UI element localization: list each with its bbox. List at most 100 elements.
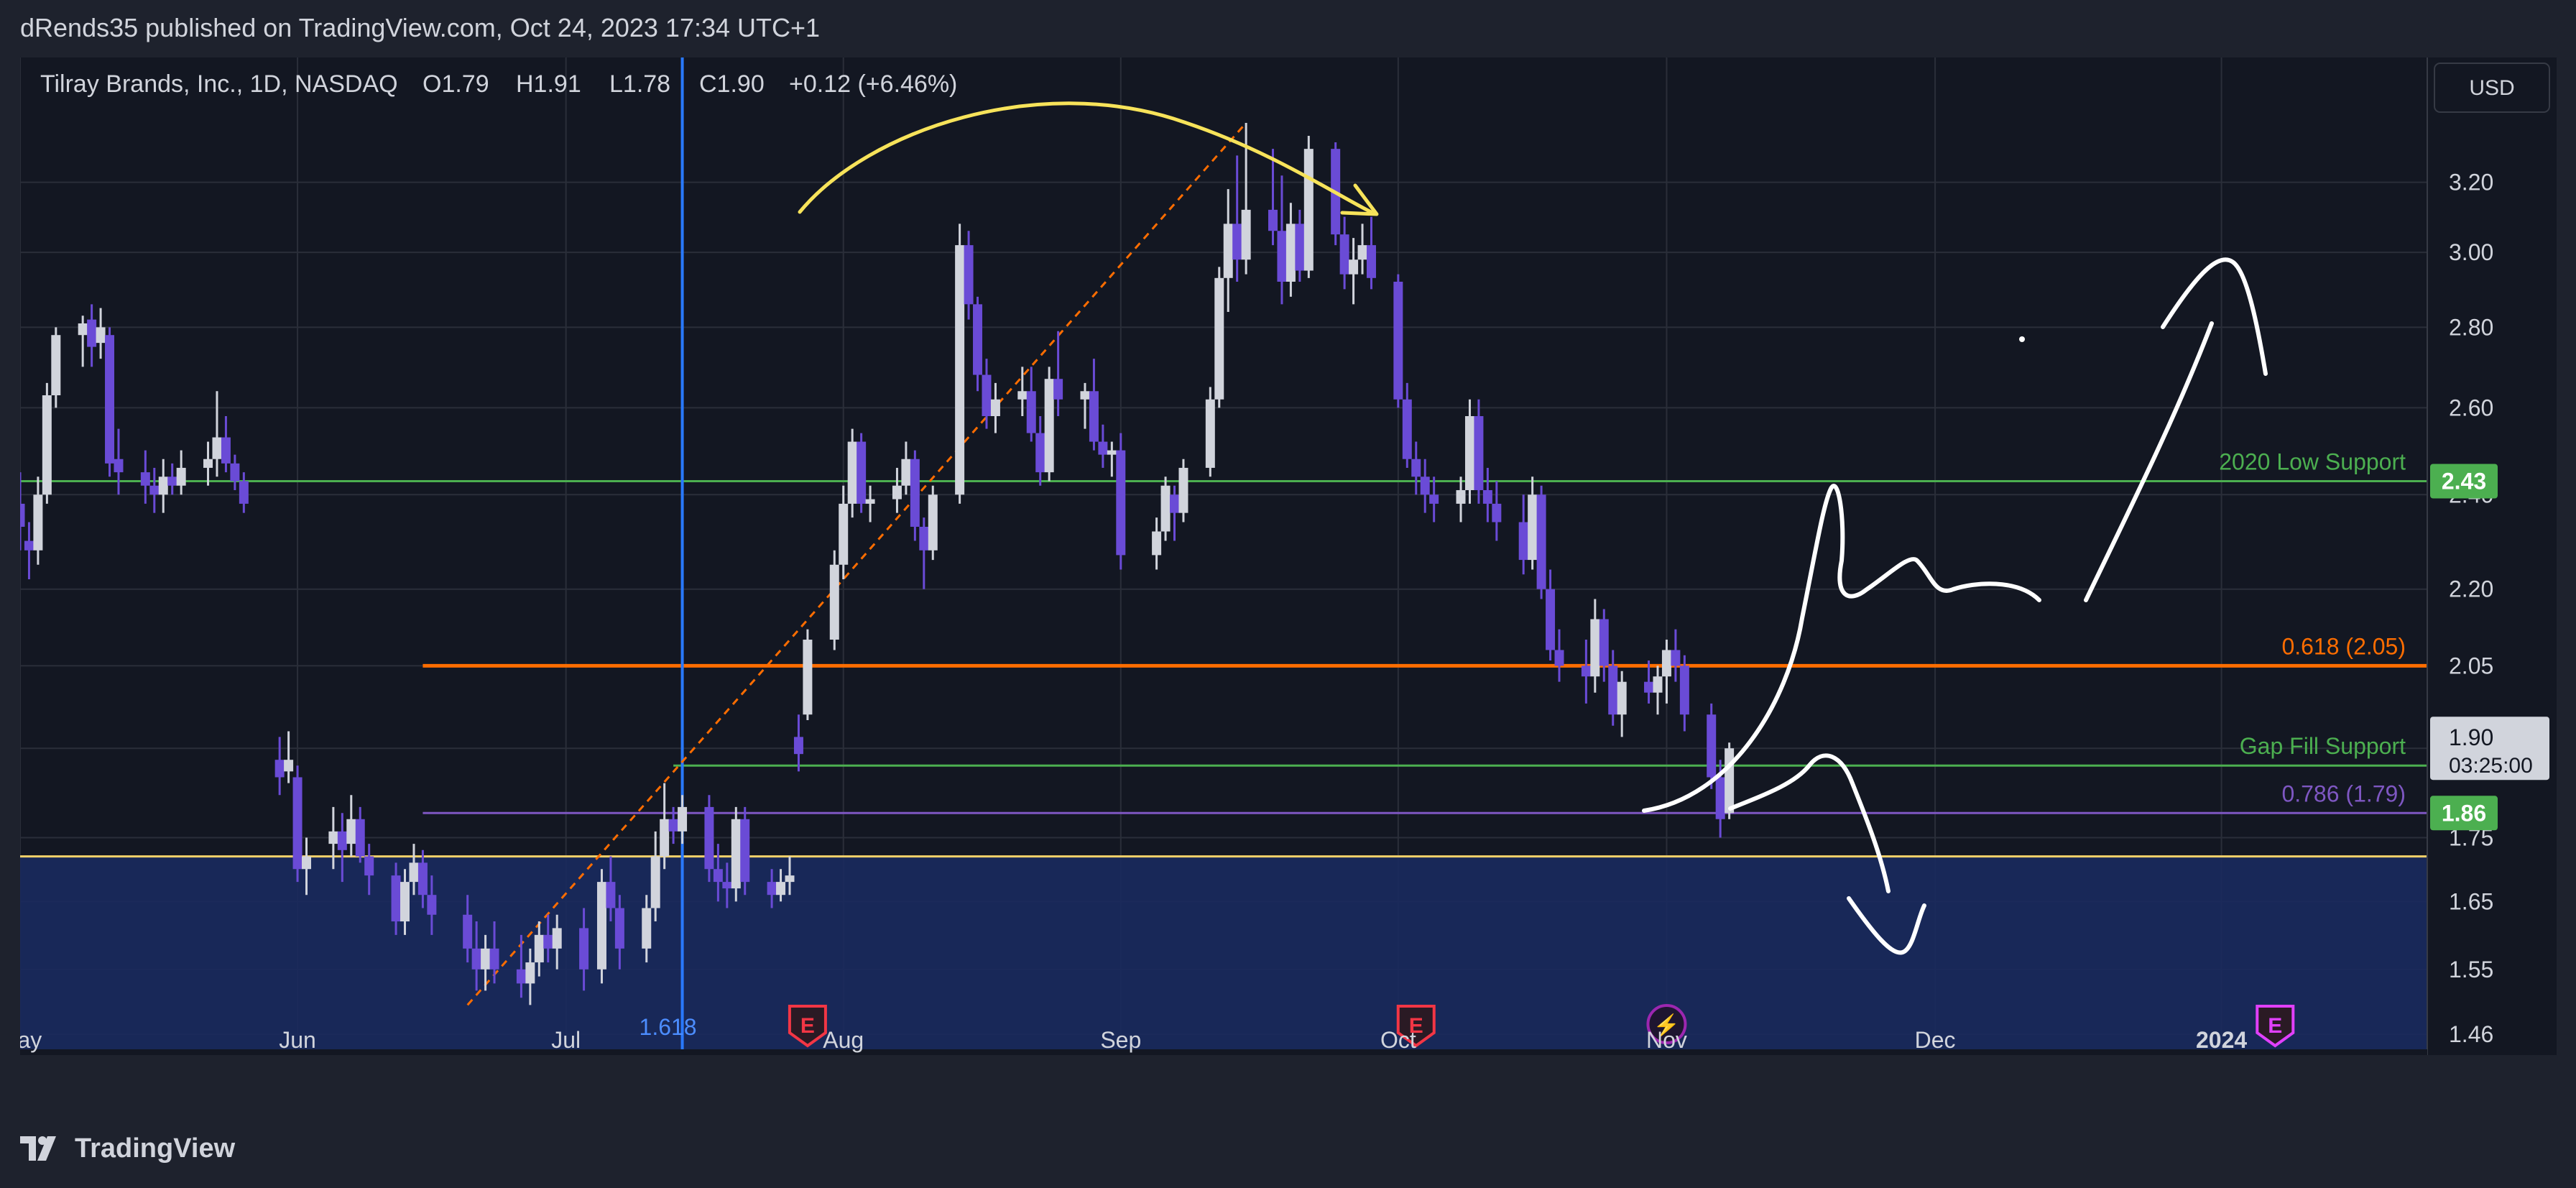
time-tick-label: 2024 [2196, 1027, 2247, 1053]
time-tick-label: Nov [1646, 1027, 1687, 1053]
candle-body [596, 882, 606, 970]
candle-body [346, 819, 356, 844]
candle-body [1268, 209, 1278, 231]
candle-body [713, 869, 723, 883]
candle-body [1277, 231, 1287, 282]
candle-body [704, 806, 714, 870]
candle-body [140, 472, 150, 486]
candle-body [847, 441, 857, 504]
candle-body [1474, 416, 1484, 490]
candle-body [678, 806, 688, 832]
candle-body [1357, 245, 1367, 260]
candle-body [481, 948, 491, 970]
candle-body [829, 564, 839, 640]
earnings-event-icon[interactable]: E [788, 1005, 827, 1048]
candle-body [1590, 619, 1600, 677]
candle-body [964, 245, 974, 305]
candle-body [650, 856, 660, 908]
level-label: Gap Fill Support [2240, 733, 2406, 759]
time-axis: May Jun Jul Aug Sep Oct Nov Dec 2024 [20, 1027, 2427, 1055]
candle-body [1546, 589, 1556, 650]
yellow-arrow-head [1340, 183, 1379, 216]
candle-body [955, 245, 965, 495]
candle-body [391, 875, 401, 922]
price-tick-label: 2.80 [2449, 314, 2493, 340]
candle-body [614, 908, 624, 949]
candle-body [417, 862, 428, 895]
last-price-badge [2430, 717, 2549, 781]
price-axis-bg [2427, 57, 2557, 1055]
price-tick-label: 2.60 [2449, 395, 2493, 420]
candle-body [660, 819, 670, 857]
price-badge [2430, 464, 2498, 499]
candle-body [42, 395, 52, 495]
candle-body [803, 639, 813, 715]
candle-body [337, 831, 347, 850]
candle-body [740, 819, 750, 883]
candle-body [534, 934, 544, 963]
candle-body [543, 934, 553, 949]
candle-body [767, 882, 777, 895]
candle-body [1170, 494, 1180, 513]
candle-body [1411, 459, 1421, 477]
earnings-event-icon[interactable]: E [2256, 1005, 2295, 1048]
candle-body [158, 476, 168, 495]
candle-body [1017, 391, 1028, 400]
earnings-event-icon[interactable]: E [1396, 1005, 1436, 1048]
candle-body [221, 437, 231, 464]
price-tick-label: 2.05 [2449, 653, 2493, 678]
candle-body [1295, 224, 1305, 271]
candle-body [1420, 476, 1430, 495]
candle-body [427, 895, 437, 915]
candle-body [400, 882, 410, 922]
candle-body [1214, 277, 1224, 400]
dividend-event-icon[interactable]: ⚡ [1646, 1004, 1687, 1044]
candle-body [1116, 450, 1126, 556]
candle-body [1581, 666, 1591, 677]
open-value: O1.79 [423, 70, 489, 98]
tradingview-brand-text: TradingView [75, 1133, 236, 1164]
candle-body [463, 914, 473, 949]
white-down-drawing [1728, 753, 1891, 893]
price-tick-label: 3.20 [2449, 170, 2493, 195]
time-tick-label: Dec [1915, 1027, 1956, 1053]
level-label: 2020 Low Support [2219, 448, 2406, 474]
price-axis: 3.203.002.802.602.402.202.051.901.751.65… [2427, 57, 2557, 1055]
candle-body [1492, 503, 1502, 522]
publish-header: dRends35 published on TradingView.com, O… [20, 13, 821, 42]
currency-button[interactable]: USD [2434, 63, 2550, 113]
candle-body [1098, 441, 1108, 455]
dividend-marker [1646, 1004, 1687, 1044]
candle-body [1554, 650, 1564, 666]
vertical-marker-label: 1.618 [640, 1014, 697, 1040]
candle-body [96, 327, 106, 344]
candlestick-chart[interactable]: 2020 Low Support 0.618 (2.05) Gap Fill Sup… [20, 57, 2557, 1055]
candle-body [1160, 485, 1171, 532]
candle-body [839, 503, 849, 565]
candle-body [364, 856, 374, 876]
dot-mark [2019, 336, 2025, 342]
candle-body [892, 485, 902, 499]
candle-body [149, 485, 160, 495]
candle-body [328, 831, 338, 844]
level-label: 0.786 (1.79) [2281, 781, 2406, 806]
footer-brand[interactable]: TradingView [20, 1127, 235, 1170]
chart-area[interactable]: 2020 Low Support 0.618 (2.05) Gap Fill Sup… [20, 57, 2557, 1055]
candle-body [1223, 224, 1233, 278]
symbol-name[interactable]: Tilray Brands, Inc., 1D, NASDAQ [40, 70, 398, 98]
price-badge-label: 1.86 [2442, 800, 2486, 826]
candle-body [642, 908, 652, 949]
candle-body [302, 856, 312, 870]
candle-body [910, 459, 920, 527]
candle-body [1518, 522, 1528, 561]
candle-body [1608, 666, 1618, 715]
time-tick-label: Jul [551, 1027, 581, 1053]
candle-body [1107, 450, 1117, 455]
symbol-bar: Tilray Brands, Inc., 1D, NASDAQ O1.79 H1… [40, 70, 957, 98]
candle-body [793, 737, 803, 755]
candle-body [1715, 777, 1725, 819]
candle-body [355, 819, 365, 857]
candle-body [471, 948, 481, 970]
price-tick-label: 1.46 [2449, 1021, 2493, 1047]
time-tick-label: Aug [823, 1027, 864, 1053]
